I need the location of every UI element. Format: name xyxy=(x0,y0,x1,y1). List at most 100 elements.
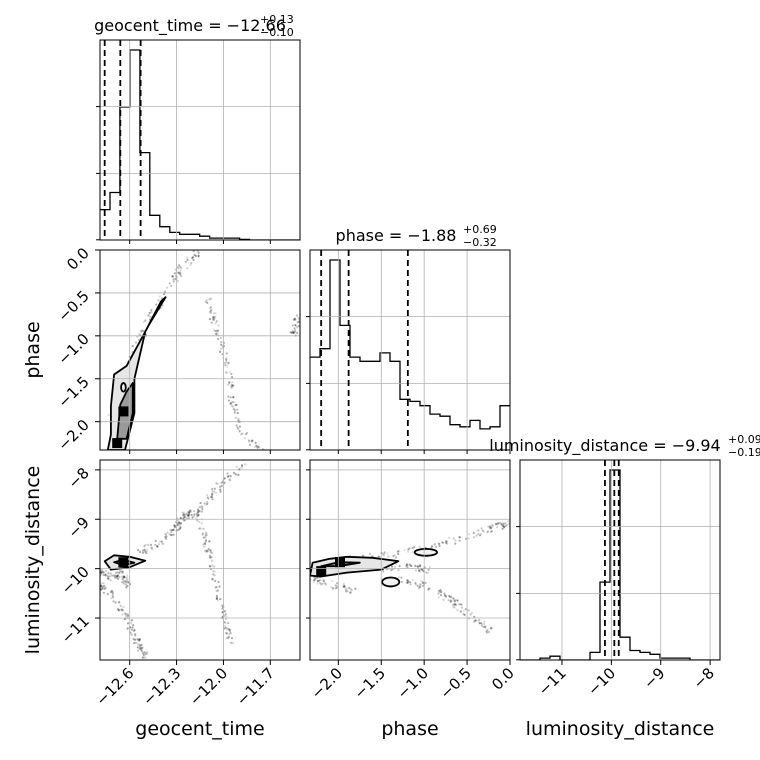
scatter-point xyxy=(368,552,372,555)
scatter-point xyxy=(209,549,212,552)
title-phase-plus: +0.69 xyxy=(463,223,497,236)
scatter-point xyxy=(118,570,122,573)
scatter-point xyxy=(458,539,461,542)
scatter-point xyxy=(494,523,497,526)
scatter-point xyxy=(209,550,212,554)
scatter-point xyxy=(236,411,239,415)
scatter-point xyxy=(166,286,169,289)
scatter-point xyxy=(238,425,242,428)
scatter-point xyxy=(214,322,217,325)
scatter-point xyxy=(413,546,416,549)
scatter-point xyxy=(491,524,494,527)
scatter-point xyxy=(418,570,421,573)
scatter-point xyxy=(187,510,190,513)
scatter-point xyxy=(216,482,219,485)
scatter-point xyxy=(183,512,186,515)
scatter-point xyxy=(156,545,159,548)
scatter-point xyxy=(172,533,175,536)
scatter-point xyxy=(232,384,235,387)
scatter-point xyxy=(158,295,161,298)
scatter-point xyxy=(206,502,209,506)
scatter-point xyxy=(124,613,128,616)
scatter-point xyxy=(118,572,121,575)
scatter-point xyxy=(231,381,234,384)
scatter-point xyxy=(407,550,410,553)
scatter-point xyxy=(186,258,189,261)
scatter-point xyxy=(444,594,447,598)
scatter-point xyxy=(204,540,207,543)
scatter-point xyxy=(383,551,386,554)
x-tick-label: −1.0 xyxy=(394,664,432,702)
scatter-point xyxy=(406,581,409,584)
scatter-point xyxy=(209,310,212,313)
scatter-point xyxy=(138,333,141,336)
scatter-point xyxy=(330,586,333,589)
scatter-point xyxy=(237,417,240,420)
scatter-point xyxy=(178,527,181,530)
scatter-point xyxy=(196,519,199,522)
scatter-point xyxy=(462,609,465,612)
scatter-point xyxy=(235,465,238,468)
scatter-point xyxy=(419,579,423,583)
scatter-point xyxy=(120,608,123,611)
scatter-point xyxy=(116,574,119,577)
scatter-point xyxy=(456,609,459,612)
scatter-point xyxy=(225,371,228,374)
scatter-point xyxy=(490,523,493,526)
scatter-point xyxy=(488,526,491,529)
scatter-point xyxy=(170,534,173,537)
scatter-point xyxy=(486,530,490,533)
scatter-point xyxy=(209,556,212,559)
scatter-point xyxy=(313,579,316,582)
scatter-point xyxy=(177,271,180,274)
subplot-frame xyxy=(99,39,301,241)
scatter-point xyxy=(124,580,127,583)
scatter-point xyxy=(229,632,232,635)
scatter-point xyxy=(221,611,224,614)
scatter-point xyxy=(172,528,175,531)
scatter-point xyxy=(155,303,158,306)
scatter-point xyxy=(407,580,410,584)
scatter-point xyxy=(417,587,421,590)
scatter-point xyxy=(227,635,231,639)
scatter-point xyxy=(198,506,201,509)
scatter-point xyxy=(215,585,218,589)
scatter-point xyxy=(206,301,209,304)
scatter-point xyxy=(390,568,393,571)
scatter-point xyxy=(234,416,237,419)
scatter-point xyxy=(485,630,488,633)
scatter-point xyxy=(101,587,104,591)
x-tick-label: −12.0 xyxy=(186,664,231,709)
scatter-point xyxy=(289,331,292,334)
scatter-point xyxy=(405,581,408,585)
scatter-point xyxy=(118,575,121,579)
scatter-point xyxy=(187,517,190,520)
scatter-point xyxy=(409,583,412,586)
title-luminosity-distance: luminosity_distance = −9.94 xyxy=(489,436,720,456)
scatter-point xyxy=(293,327,296,330)
scatter-point xyxy=(209,556,212,559)
scatter-point xyxy=(126,581,129,584)
scatter-point xyxy=(213,317,216,320)
density-panel-luminosity_distance_vs_geocent_time xyxy=(100,460,247,659)
scatter-point xyxy=(131,345,134,348)
scatter-point xyxy=(144,652,147,656)
scatter-point xyxy=(116,575,119,578)
scatter-point xyxy=(126,627,129,630)
ylabel-phase: phase xyxy=(22,321,44,378)
scatter-point xyxy=(196,508,200,511)
scatter-point xyxy=(204,300,207,303)
scatter-point xyxy=(181,511,184,514)
scatter-point xyxy=(225,628,229,631)
scatter-point xyxy=(416,565,419,568)
contours-luminosity_distance_vs_phase xyxy=(310,547,438,588)
scatter-point xyxy=(454,599,457,602)
scatter-point xyxy=(296,326,299,329)
scatter-point xyxy=(237,473,240,476)
y-tick-label: −2.0 xyxy=(54,416,92,454)
scatter-point xyxy=(237,419,240,422)
scatter-point xyxy=(451,597,454,600)
scatter-point xyxy=(136,649,140,652)
scatter-point xyxy=(335,587,338,590)
scatter-point xyxy=(425,571,428,574)
